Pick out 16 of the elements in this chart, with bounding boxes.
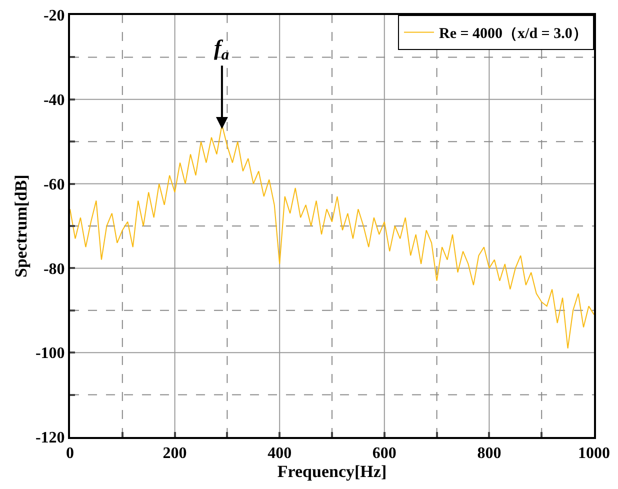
y-tick-label: -100 (35, 345, 65, 362)
legend-label: Re = 4000（x/d = 3.0） (439, 26, 588, 42)
y-tick-label: -120 (35, 430, 65, 447)
x-tick-label: 400 (268, 445, 292, 462)
y-tick-label: -60 (43, 176, 65, 194)
x-tick-label: 0 (66, 445, 74, 462)
y-tick-label: -80 (43, 260, 65, 278)
x-tick-label: 600 (372, 445, 396, 462)
x-tick-label: 800 (477, 445, 502, 462)
y-axis-title: Spectrum[dB] (12, 174, 31, 278)
x-axis-title: Frequency[Hz] (277, 462, 387, 482)
x-tick-label: 1000 (578, 445, 610, 462)
y-tick-label: -20 (43, 8, 65, 25)
annotation: f$_{a}$ (214, 35, 230, 64)
y-tick-label: -40 (43, 92, 65, 109)
x-tick-label: 200 (162, 445, 187, 462)
